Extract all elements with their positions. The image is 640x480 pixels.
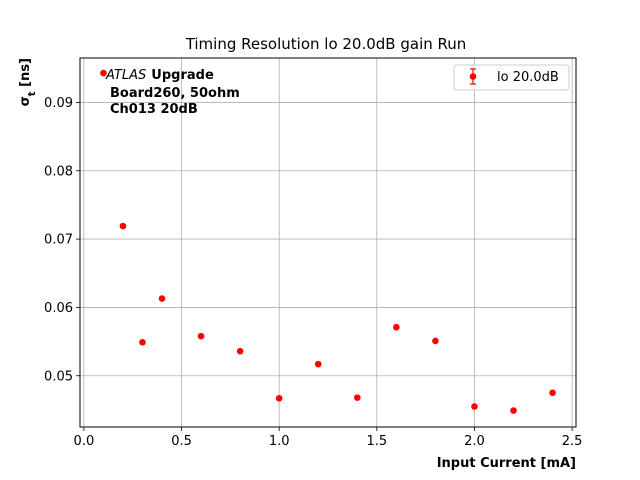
legend-label: lo 20.0dB <box>497 70 559 85</box>
x-axis-label: Input Current [mA] <box>437 456 576 471</box>
data-point <box>393 323 400 331</box>
x-tick-label: 2.5 <box>562 434 583 449</box>
data-point <box>314 360 322 368</box>
y-tick-label: 0.05 <box>44 369 73 384</box>
x-tick-label: 1.5 <box>366 434 387 449</box>
data-point <box>139 338 146 346</box>
y-axis-label-unit: [ns] <box>18 58 33 91</box>
data-point <box>236 347 244 355</box>
data-point <box>510 407 517 414</box>
data-point <box>353 394 361 401</box>
annotation-upgrade: Upgrade <box>151 68 214 83</box>
data-points <box>100 69 556 414</box>
data-point <box>549 389 556 397</box>
plot-area-frame <box>79 57 577 428</box>
legend-box <box>453 64 570 91</box>
annotation-line-3: Ch013 20dB <box>110 102 198 117</box>
legend: lo 20.0dB <box>453 64 570 91</box>
y-tick-label: 0.07 <box>44 233 73 248</box>
data-point <box>158 295 166 302</box>
data-point <box>100 69 107 77</box>
x-tick-label: 0.5 <box>171 434 192 449</box>
chart-title: Timing Resolution lo 20.0dB gain Run <box>185 35 467 53</box>
annotation-atlas: ATLAS <box>105 68 146 83</box>
y-tick-label: 0.09 <box>44 96 73 111</box>
y-tick-label: 0.08 <box>44 164 73 179</box>
data-point <box>432 337 439 345</box>
data-point <box>275 395 283 402</box>
grid-lines <box>80 58 576 427</box>
legend-marker <box>469 73 477 80</box>
atlas-annotation: ATLAS Upgrade Board260, 50ohm Ch013 20dB <box>105 68 240 117</box>
y-axis-label: σt [ns] <box>18 58 38 106</box>
axis-ticks: 0.0 0.5 1.0 1.5 2.0 2.5 0.05 0.06 0.07 0.08 0.09 <box>44 96 582 449</box>
x-tick-label: 1.0 <box>269 434 290 449</box>
data-point <box>197 332 205 340</box>
data-point <box>119 222 127 230</box>
y-axis-label-symbol: σ <box>18 96 33 106</box>
annotation-line-2: Board260, 50ohm <box>110 86 240 101</box>
data-point <box>471 403 478 410</box>
x-tick-label: 2.0 <box>464 434 485 449</box>
x-tick-label: 0.0 <box>74 434 95 449</box>
y-axis-label-subscript: t <box>27 91 38 96</box>
y-tick-label: 0.06 <box>44 301 73 316</box>
